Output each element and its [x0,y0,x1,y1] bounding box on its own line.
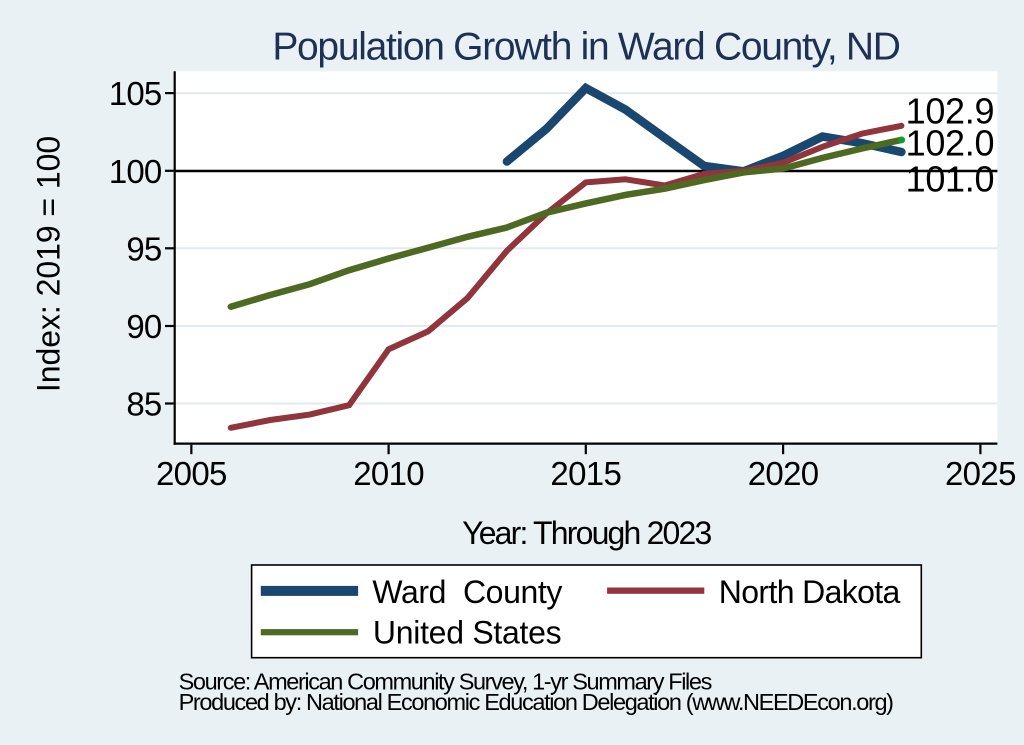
svg-text:Population Growth in Ward Coun: Population Growth in Ward County, ND [272,26,899,69]
svg-text:105: 105 [109,75,162,112]
svg-text:Source: American Community Sur: Source: American Community Survey, 1-yr … [179,668,712,694]
svg-text:102.0: 102.0 [906,123,995,164]
svg-text:85: 85 [126,386,161,423]
svg-text:Ward County: Ward County [372,574,562,610]
svg-text:2015: 2015 [550,455,621,492]
svg-text:Index: 2019 = 100: Index: 2019 = 100 [31,136,67,392]
svg-text:102.9: 102.9 [906,90,995,131]
svg-text:90: 90 [126,308,162,345]
svg-text:2025: 2025 [945,455,1016,492]
svg-text:101.0: 101.0 [906,158,995,199]
svg-text:North Dakota: North Dakota [719,574,901,610]
svg-text:Year: Through 2023: Year: Through 2023 [462,515,711,551]
svg-text:2010: 2010 [353,455,424,492]
svg-text:United States: United States [373,615,561,651]
svg-text:95: 95 [126,230,161,267]
svg-text:100: 100 [109,153,162,190]
svg-text:Produced by: National Economic: Produced by: National Economic Education… [179,689,894,715]
svg-text:2020: 2020 [748,455,819,492]
svg-text:2005: 2005 [156,455,227,492]
